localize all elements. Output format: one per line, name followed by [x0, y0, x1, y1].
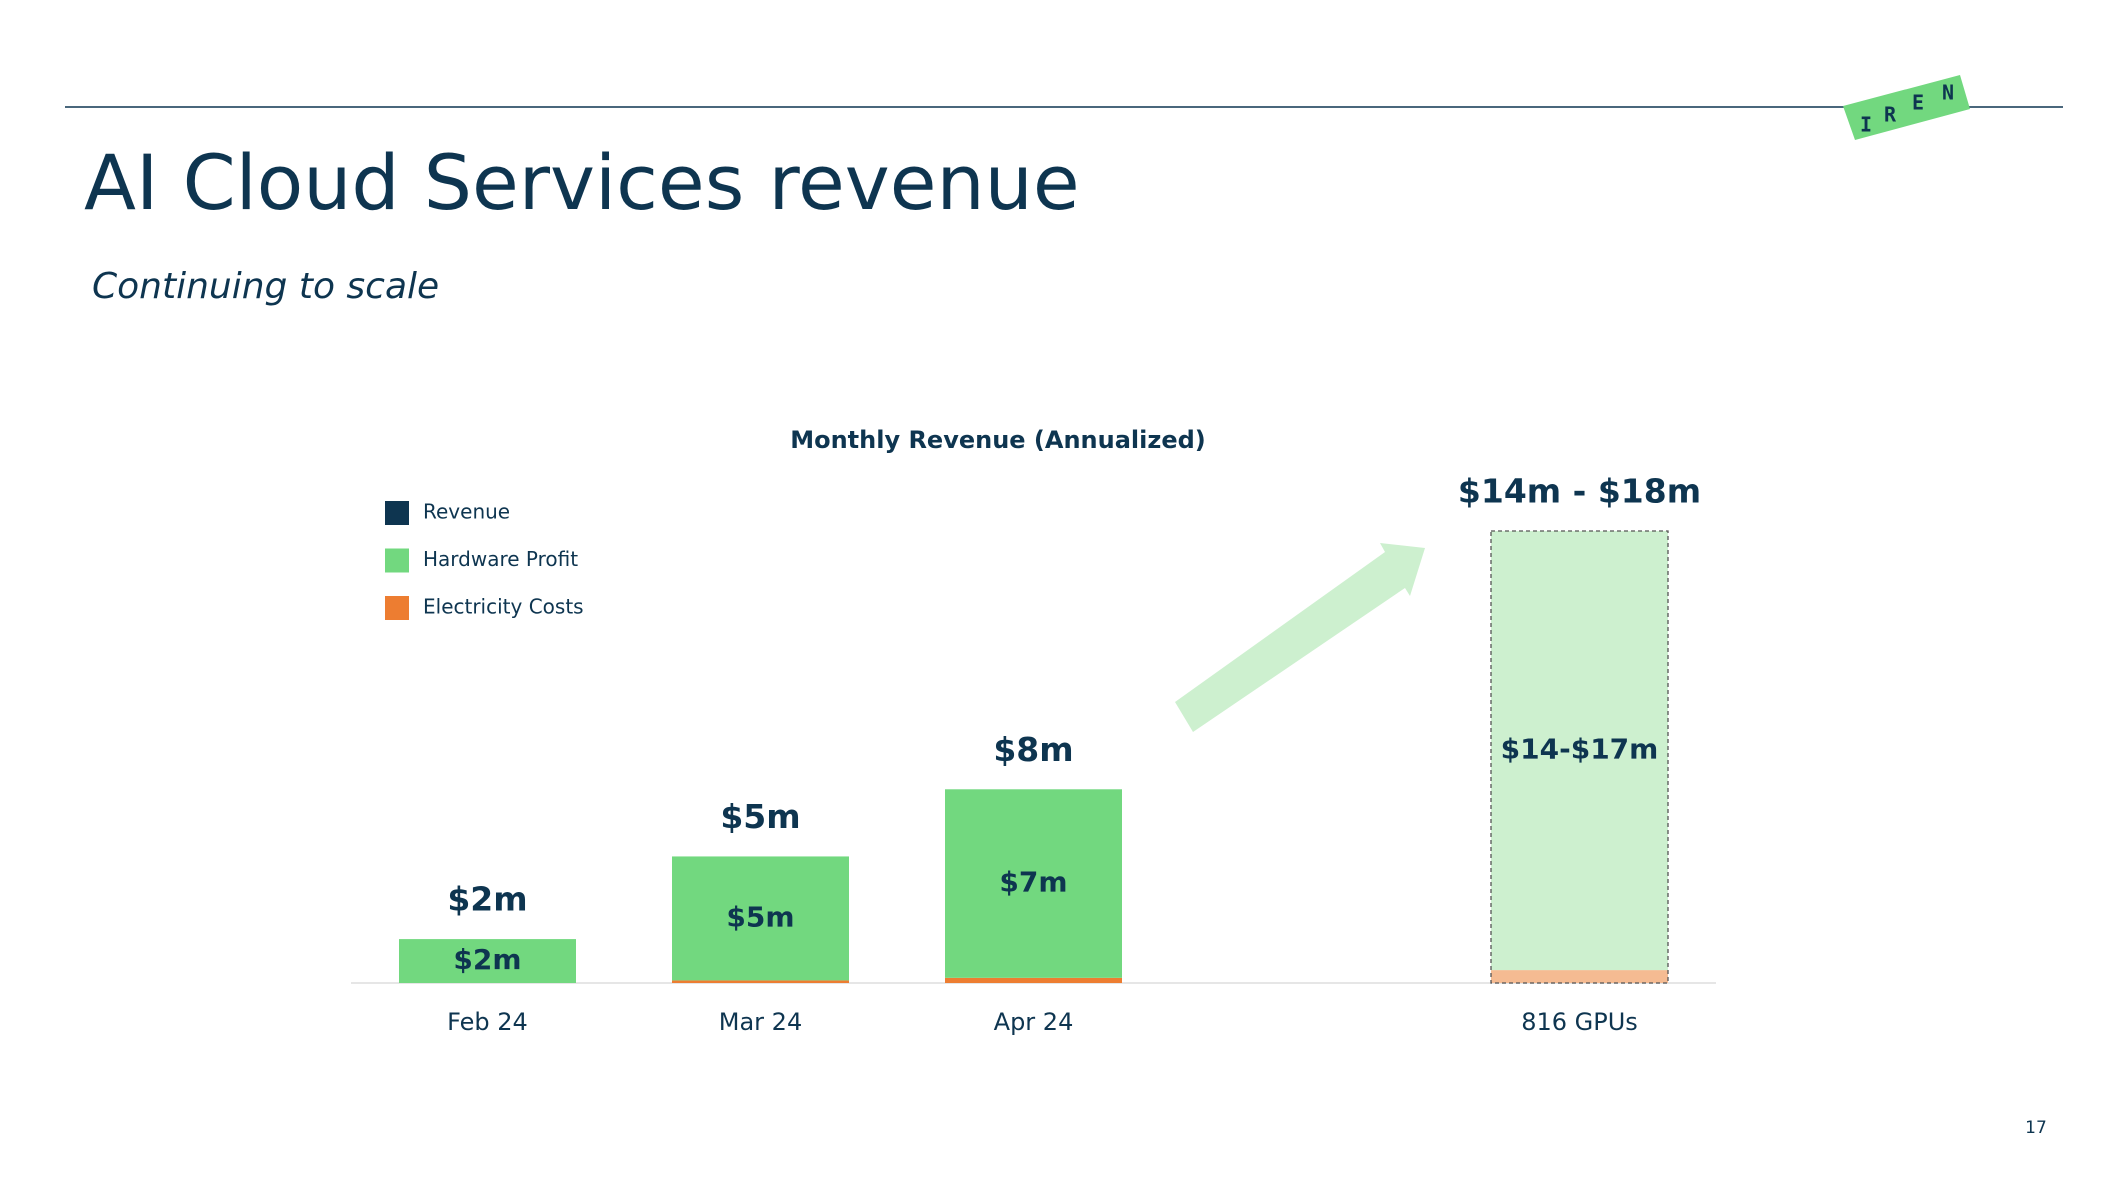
segment-label: $14-$17m: [1501, 733, 1659, 766]
legend-label: Revenue: [423, 500, 510, 524]
bar-segment: [399, 939, 576, 983]
logo-letter: N: [1942, 81, 1954, 105]
bar-segment: [672, 856, 849, 981]
logo-letter: E: [1912, 91, 1924, 115]
total-label: $5m: [720, 797, 800, 836]
legend-swatch: [385, 548, 409, 573]
x-tick-label: Feb 24: [447, 1008, 528, 1036]
x-tick-label: Mar 24: [719, 1008, 802, 1036]
page-number: 17: [2025, 1118, 2047, 1138]
bar-segment: [1491, 970, 1668, 983]
total-label: $14m - $18m: [1458, 472, 1701, 511]
x-tick-label: Apr 24: [994, 1008, 1074, 1036]
segment-label: $5m: [726, 900, 794, 933]
bar-segment: [945, 977, 1122, 983]
legend-swatch: [385, 596, 409, 620]
subtitle: Continuing to scale: [92, 266, 439, 307]
bar-segment: [672, 980, 849, 983]
bar-segment: [945, 789, 1122, 978]
growth-arrow: [1175, 543, 1425, 732]
logo-letter: I: [1860, 113, 1872, 137]
logo-letter: R: [1884, 103, 1897, 127]
total-label: $8m: [993, 730, 1073, 769]
segment-label: $7m: [999, 866, 1067, 899]
chart-title: Monthly Revenue (Annualized): [790, 426, 1206, 454]
bar-segment: [1491, 531, 1668, 971]
segment-label: $2m: [453, 943, 521, 976]
legend-label: Hardware Profit: [423, 547, 578, 571]
x-tick-label: 816 GPUs: [1521, 1008, 1638, 1036]
title: AI Cloud Services revenue: [84, 138, 1080, 227]
logo-shape: [1843, 75, 1970, 140]
total-label: $2m: [447, 880, 527, 919]
projection-outline: [1490, 530, 1669, 984]
legend-swatch: [385, 501, 409, 525]
legend-label: Electricity Costs: [423, 595, 584, 619]
